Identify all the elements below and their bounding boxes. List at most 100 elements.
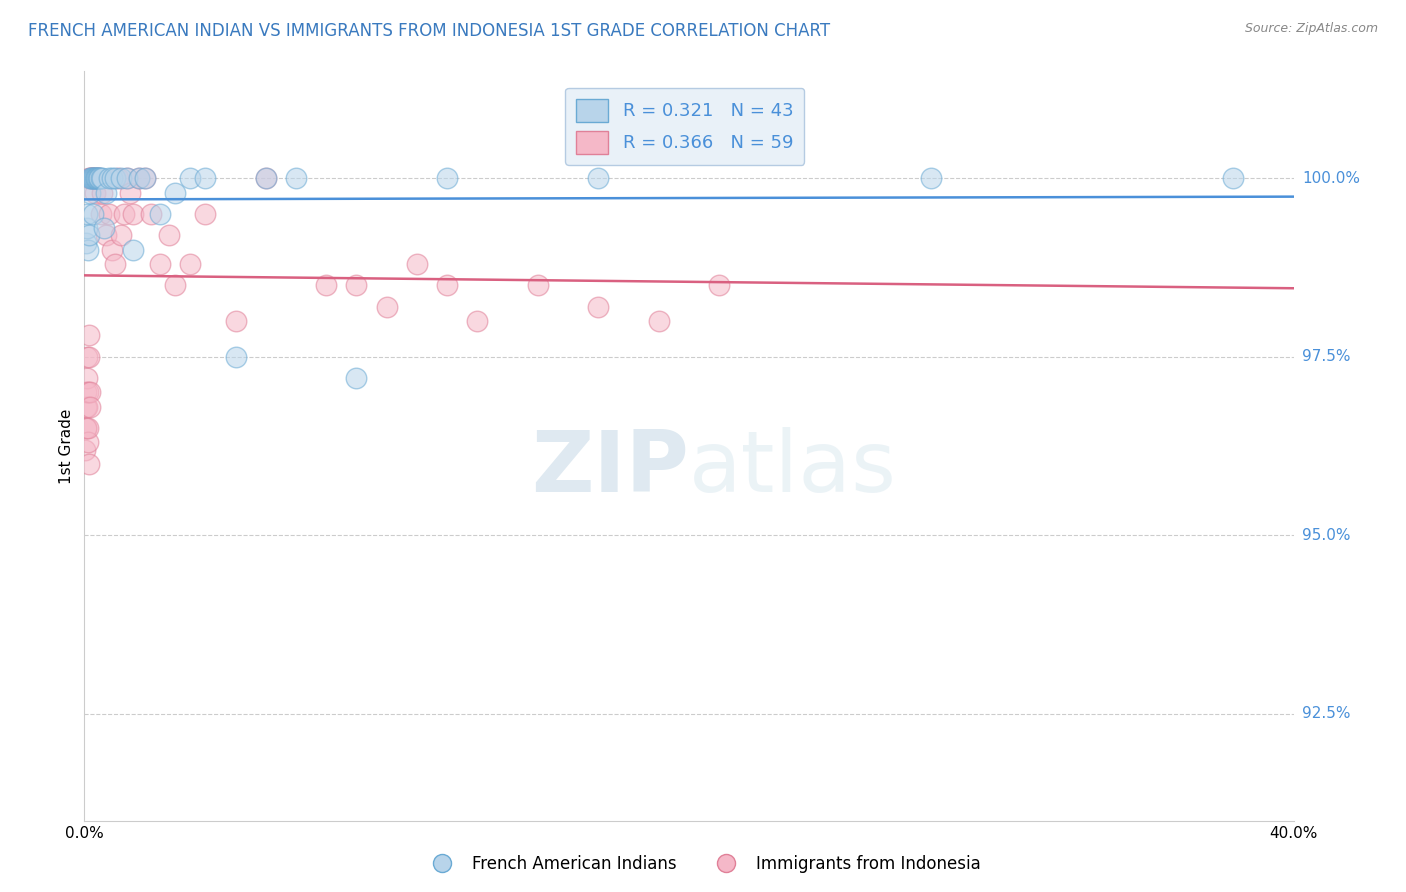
Point [115,171,138,186]
Point [165,278,187,293]
Point [118,186,141,200]
Point [82,171,104,186]
Point [76,421,98,435]
Point [79,385,101,400]
Point [94,186,117,200]
Point [87,171,110,186]
Point [79,171,101,186]
Point [76,350,98,364]
Point [100,171,122,186]
Point [90,207,112,221]
Point [648,314,671,328]
Text: 97.5%: 97.5% [1302,350,1350,364]
Point [121,207,143,221]
Point [110,228,132,243]
Point [285,171,308,186]
Point [79,400,101,414]
Point [107,171,129,186]
Point [73,442,96,457]
Point [110,171,132,186]
Y-axis label: 1st Grade: 1st Grade [59,409,75,483]
Point [254,171,277,186]
Point [225,350,247,364]
Point [87,171,110,186]
Point [149,257,172,271]
Point [94,228,117,243]
Point [80,171,103,186]
Text: FRENCH AMERICAN INDIAN VS IMMIGRANTS FROM INDONESIA 1ST GRADE CORRELATION CHART: FRENCH AMERICAN INDIAN VS IMMIGRANTS FRO… [28,22,831,40]
Point [97,207,120,221]
Point [165,186,187,200]
Point [225,314,247,328]
Point [588,300,610,314]
Point [100,243,122,257]
Point [179,171,201,186]
Point [709,278,731,293]
Point [194,207,217,221]
Point [79,171,101,186]
Point [77,350,100,364]
Point [75,421,97,435]
Point [149,207,172,221]
Text: 95.0%: 95.0% [1302,528,1350,542]
Point [77,228,100,243]
Text: ZIP: ZIP [531,427,689,510]
Point [254,171,277,186]
Point [91,186,114,200]
Point [76,435,98,450]
Point [115,171,138,186]
Legend: French American Indians, Immigrants from Indonesia: French American Indians, Immigrants from… [419,848,987,880]
Point [82,207,104,221]
Point [104,257,127,271]
Point [80,171,103,186]
Point [104,171,127,186]
Legend: R = 0.321   N = 43, R = 0.366   N = 59: R = 0.321 N = 43, R = 0.366 N = 59 [565,88,804,165]
Text: 100.0%: 100.0% [1302,171,1360,186]
Text: 92.5%: 92.5% [1302,706,1350,721]
Point [86,171,108,186]
Point [77,421,100,435]
Point [86,171,108,186]
Point [77,243,100,257]
Point [93,221,115,235]
Point [1222,171,1244,186]
Point [89,171,111,186]
Point [84,186,107,200]
Point [84,171,107,186]
Text: atlas: atlas [689,427,897,510]
Point [86,171,108,186]
Point [112,207,135,221]
Point [83,171,105,186]
Point [467,314,489,328]
Point [75,400,97,414]
Text: Source: ZipAtlas.com: Source: ZipAtlas.com [1244,22,1378,36]
Point [315,278,337,293]
Point [406,257,429,271]
Point [436,171,458,186]
Point [84,171,107,186]
Point [79,186,101,200]
Point [76,221,98,235]
Point [80,171,103,186]
Point [588,171,610,186]
Point [79,171,101,186]
Point [75,235,97,250]
Point [920,171,942,186]
Point [77,328,100,343]
Point [121,243,143,257]
Point [436,278,458,293]
Point [128,171,150,186]
Point [179,257,201,271]
Point [76,207,98,221]
Point [77,385,100,400]
Point [134,171,156,186]
Point [346,278,368,293]
Point [139,207,162,221]
Point [82,171,104,186]
Point [91,171,114,186]
Point [97,171,120,186]
Point [346,371,368,385]
Point [89,171,111,186]
Point [375,300,398,314]
Point [75,385,97,400]
